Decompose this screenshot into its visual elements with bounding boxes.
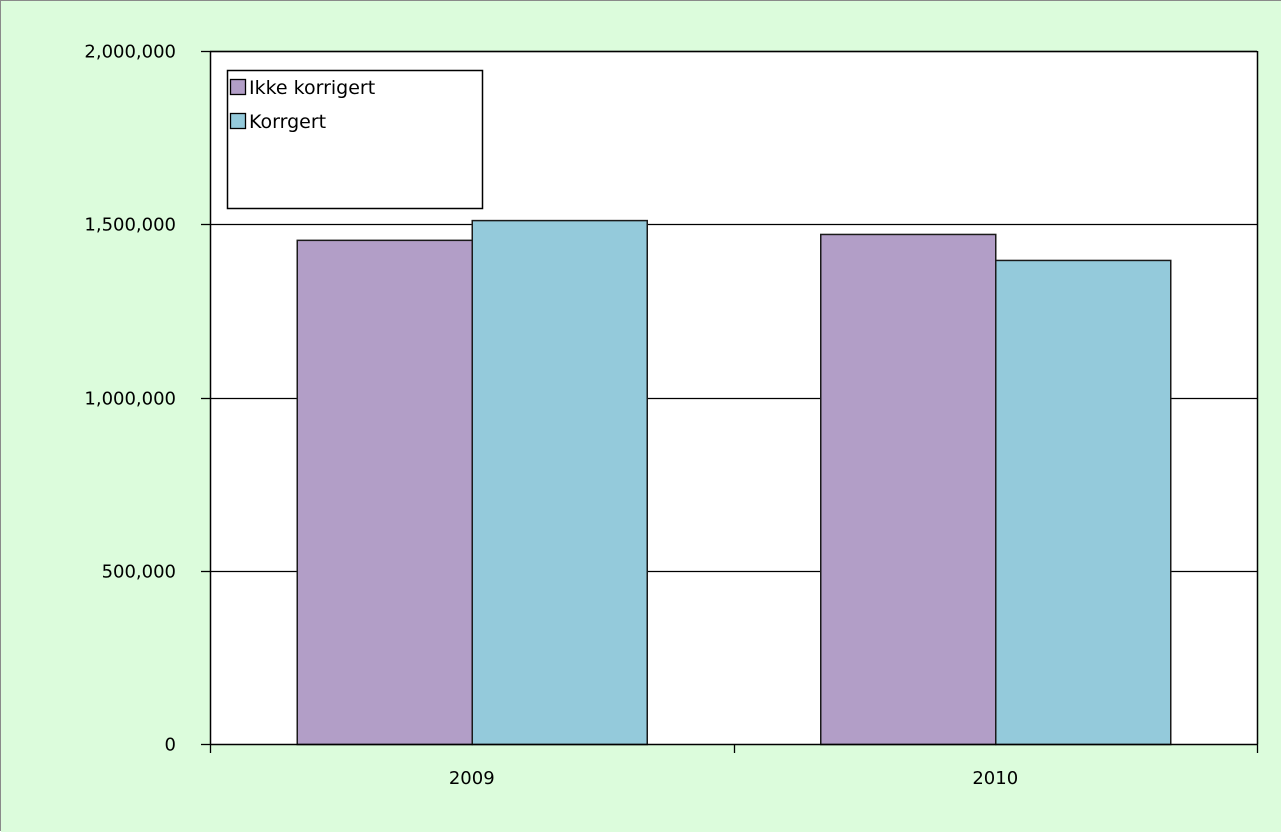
bar-korrgert-2009 — [471, 219, 648, 746]
y-tick-label: 0 — [165, 735, 176, 756]
legend-swatch-1 — [229, 112, 247, 130]
y-tick-label: 1,000,000 — [84, 389, 176, 410]
legend: Ikke korrigert Korrgert — [226, 69, 484, 210]
legend-swatch-0 — [229, 78, 247, 96]
legend-label-0: Ikke korrigert — [249, 77, 375, 99]
x-tick-label: 2009 — [449, 768, 495, 789]
x-tick-label: 2010 — [972, 768, 1018, 789]
bar-ikke-korrigert-2009 — [296, 239, 473, 746]
bar-korrgert-2010 — [995, 259, 1172, 746]
y-tick-label: 1,500,000 — [84, 215, 176, 236]
legend-label-1: Korrgert — [249, 111, 326, 133]
bar-ikke-korrigert-2010 — [820, 233, 997, 746]
axes: 0 500,000 1,000,000 1,500,000 2,000,000 2009 2… — [84, 42, 1259, 789]
legend-box — [226, 69, 484, 210]
y-tick-label: 2,000,000 — [84, 42, 176, 63]
y-tick-label: 500,000 — [102, 562, 176, 583]
